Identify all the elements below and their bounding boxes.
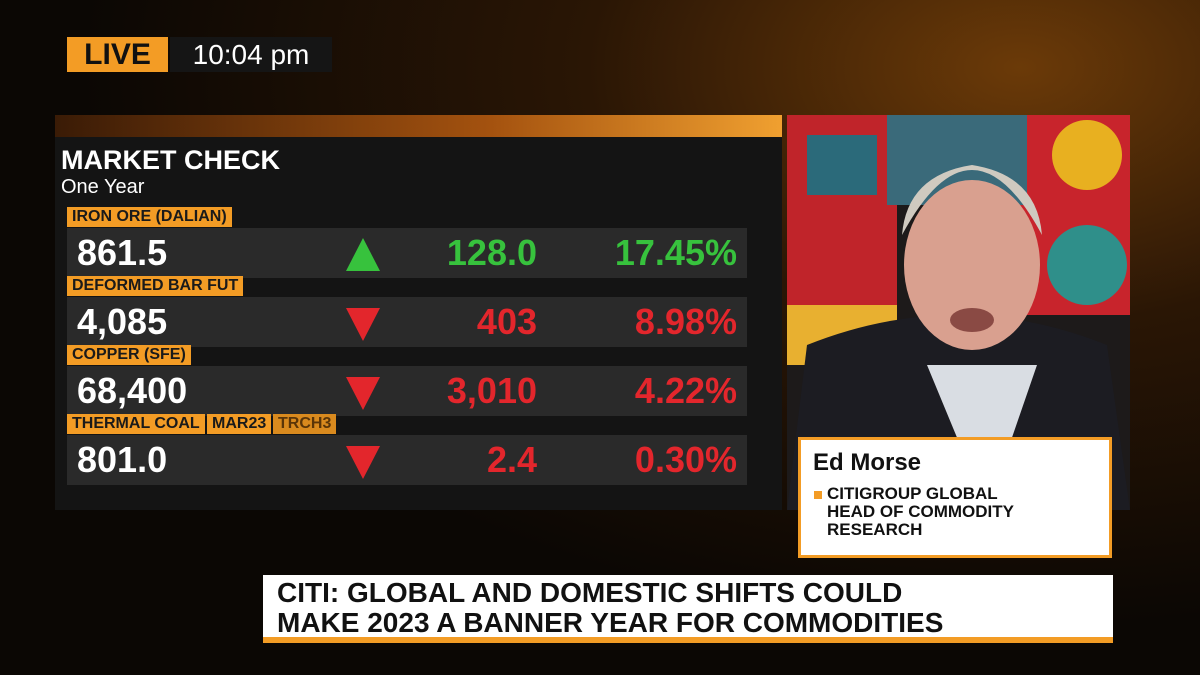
guest-name: Ed Morse: [813, 449, 922, 476]
price: 801.0: [77, 439, 168, 480]
percent: 0.30%: [634, 439, 737, 480]
panel-title: MARKET CHECK: [61, 145, 280, 175]
headline-bar: CITI: GLOBAL AND DOMESTIC SHIFTS COULD MA…: [263, 575, 1113, 643]
down-arrow: [346, 308, 380, 341]
value-row: 861.5 128.0 17.45%: [67, 228, 747, 278]
row-label: IRON ORE (DALIAN): [67, 207, 232, 227]
row-contract: MAR23: [207, 414, 272, 434]
row-label: THERMAL COAL: [67, 414, 205, 434]
arrow-shape: [346, 446, 380, 479]
arrow-shape: [346, 308, 380, 341]
panel-subtitle: One Year: [61, 176, 145, 198]
row-label: DEFORMED BAR FUT: [67, 276, 244, 296]
arrow-shape: [346, 238, 380, 271]
price: 4,085: [77, 301, 168, 342]
live-badge: LIVE: [67, 37, 168, 72]
arrow-shape: [346, 377, 380, 410]
headline-line: MAKE 2023 A BANNER YEAR FOR COMMODITIES: [277, 607, 944, 638]
value-row: 68,400 3,010 4.22%: [67, 366, 747, 416]
down-arrow: [346, 446, 380, 479]
time-badge: 10:04 pm: [170, 37, 332, 72]
down-arrow: [346, 377, 380, 410]
market-panel: MARKET CHECK One Year IRON ORE (DALIAN) 8…: [55, 115, 782, 510]
price: 861.5: [77, 232, 168, 273]
change: 128.0: [446, 232, 537, 273]
price: 68,400: [77, 370, 188, 411]
value-row: 4,085 403 8.98%: [67, 297, 747, 347]
row-ticker: TRCH3: [273, 414, 337, 434]
change: 3,010: [446, 370, 537, 411]
change: 2.4: [486, 439, 537, 480]
percent: 17.45%: [614, 232, 737, 273]
guest-title: HEAD OF COMMODITY: [827, 502, 1014, 521]
guest-title: RESEARCH: [827, 520, 923, 539]
panel-bar: [55, 115, 782, 137]
headline-line: CITI: GLOBAL AND DOMESTIC SHIFTS COULD: [277, 577, 903, 608]
change: 403: [476, 301, 537, 342]
guest-title: CITIGROUP GLOBAL: [827, 484, 998, 503]
guest-box: Ed Morse CITIGROUP GLOBAL HEAD OF COMMODI…: [798, 437, 1112, 558]
value-row: 801.0 2.4 0.30%: [67, 435, 747, 485]
percent: 8.98%: [634, 301, 737, 342]
row-label: COPPER (SFE): [67, 345, 191, 365]
bullet: [814, 491, 822, 499]
percent: 4.22%: [634, 370, 737, 411]
up-arrow: [346, 238, 380, 271]
